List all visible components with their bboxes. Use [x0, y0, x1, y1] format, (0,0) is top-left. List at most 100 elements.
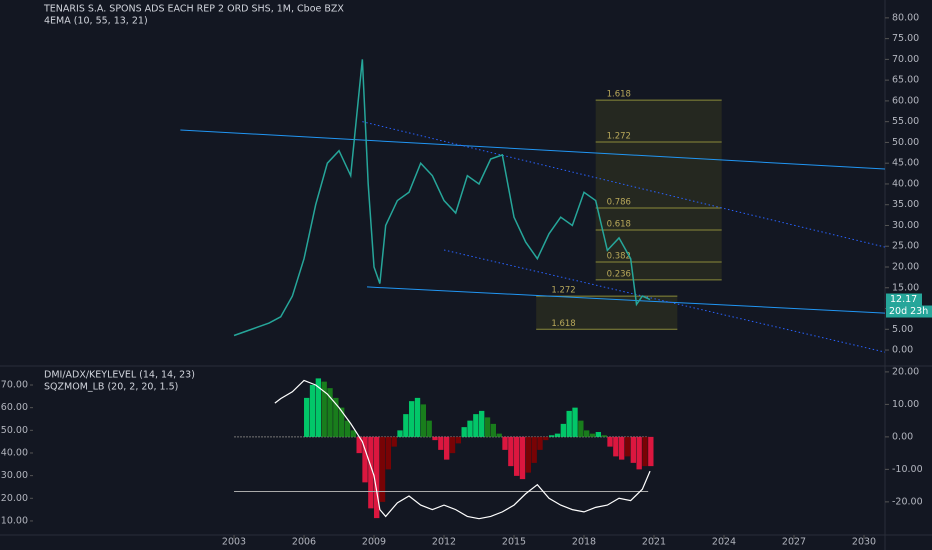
momentum-bar — [519, 436, 526, 480]
y-tick-label: 20.00 — [1, 493, 28, 504]
momentum-bar — [648, 436, 654, 467]
y-tick-label: 25.00 — [892, 241, 919, 252]
x-tick-label: 2030 — [852, 537, 876, 548]
x-tick-label: 2024 — [712, 537, 736, 548]
momentum-bar — [537, 436, 543, 450]
momentum-bar — [549, 435, 555, 437]
momentum-bar — [514, 436, 520, 476]
fib-label: 0.236 — [607, 269, 631, 279]
momentum-bar — [304, 397, 310, 437]
y-tick-label: -10.00 — [892, 464, 923, 475]
price-line — [233, 59, 651, 337]
momentum-bar — [601, 435, 607, 437]
momentum-bar — [455, 436, 462, 444]
countdown-tag — [886, 305, 932, 318]
momentum-bar — [531, 436, 537, 463]
momentum-bar — [420, 404, 427, 437]
momentum-bar — [642, 436, 648, 467]
momentum-bar — [432, 436, 438, 441]
trendline — [443, 249, 886, 353]
fib-label: 1.618 — [607, 90, 631, 100]
y-tick-label: 0.00 — [892, 345, 913, 356]
momentum-bar — [490, 423, 497, 437]
momentum-bar — [461, 427, 467, 437]
y-tick-label: 80.00 — [892, 12, 919, 23]
momentum-bar — [624, 436, 631, 457]
momentum-bar — [496, 433, 502, 437]
y-tick-label: 10.00 — [1, 515, 28, 526]
momentum-bar — [607, 436, 613, 447]
momentum-bar — [385, 436, 392, 470]
price-tag-label: 12.17 — [890, 294, 917, 305]
y-tick-label: 30.00 — [892, 220, 919, 231]
momentum-bar — [467, 420, 473, 437]
momentum-bar — [321, 381, 327, 437]
momentum-bar — [473, 414, 479, 437]
x-tick-label: 2006 — [292, 537, 316, 548]
price-tag — [886, 293, 922, 306]
momentum-bar — [554, 433, 561, 437]
momentum-bar — [362, 436, 368, 483]
x-tick-label: 2009 — [362, 537, 386, 548]
momentum-bar — [327, 388, 333, 437]
momentum-bar — [613, 436, 619, 457]
x-tick-label: 2003 — [222, 537, 246, 548]
x-tick-label: 2015 — [502, 537, 526, 548]
momentum-bar — [560, 423, 567, 437]
fib-label: 0.382 — [607, 252, 631, 262]
momentum-bar — [543, 436, 549, 441]
x-tick-label: 2021 — [642, 537, 666, 548]
momentum-bar — [350, 430, 357, 437]
indicator-label: DMI/ADX/KEYLEVEL (14, 14, 23) — [44, 370, 195, 381]
y-tick-label: 60.00 — [892, 95, 919, 106]
momentum-bar — [344, 420, 351, 437]
momentum-bar — [426, 420, 432, 437]
momentum-bar — [449, 436, 456, 454]
momentum-bar — [619, 436, 625, 460]
trendline — [366, 286, 886, 314]
momentum-bar — [409, 401, 415, 437]
momentum-bar — [566, 410, 572, 437]
fib-label: 1.272 — [607, 132, 631, 142]
momentum-bar — [578, 420, 584, 437]
fib-label: 0.786 — [607, 198, 631, 208]
fib-label: 0.618 — [607, 220, 631, 230]
y-tick-label: 30.00 — [1, 470, 28, 481]
momentum-bar — [595, 432, 602, 437]
trendline — [362, 121, 886, 248]
momentum-bar — [502, 436, 508, 450]
y-tick-label: 40.00 — [1, 447, 28, 458]
y-tick-label: 45.00 — [892, 158, 919, 169]
momentum-bar — [309, 384, 316, 437]
y-tick-label: 70.00 — [892, 54, 919, 65]
momentum-bar — [572, 407, 578, 437]
momentum-bar — [525, 436, 532, 473]
momentum-bar — [630, 436, 637, 463]
momentum-bar — [508, 436, 514, 467]
momentum-bar — [414, 397, 421, 437]
fib-label: 1.272 — [551, 286, 575, 296]
momentum-bar — [374, 436, 380, 519]
momentum-bar — [368, 436, 374, 509]
momentum-bar — [479, 410, 485, 437]
momentum-bar — [315, 378, 322, 437]
fib-box — [595, 100, 722, 280]
y-tick-label: 50.00 — [1, 425, 28, 436]
y-tick-label: 15.00 — [892, 282, 919, 293]
momentum-bar — [333, 397, 339, 437]
y-tick-label: 20.00 — [892, 262, 919, 273]
y-tick-label: 50.00 — [892, 137, 919, 148]
trendline — [180, 129, 886, 170]
x-tick-label: 2018 — [572, 537, 596, 548]
y-tick-label: 0.00 — [892, 431, 913, 442]
momentum-bar — [379, 436, 386, 502]
momentum-bar — [484, 417, 491, 437]
countdown-label: 20d 23h — [889, 306, 928, 317]
y-tick-label: 20.00 — [892, 366, 919, 377]
momentum-bar — [391, 436, 397, 447]
momentum-bar — [356, 436, 362, 454]
y-tick-label: -20.00 — [892, 496, 923, 507]
chart-title: TENARIS S.A. SPONS ADS EACH REP 2 ORD SH… — [43, 4, 344, 15]
momentum-bar — [397, 430, 403, 437]
